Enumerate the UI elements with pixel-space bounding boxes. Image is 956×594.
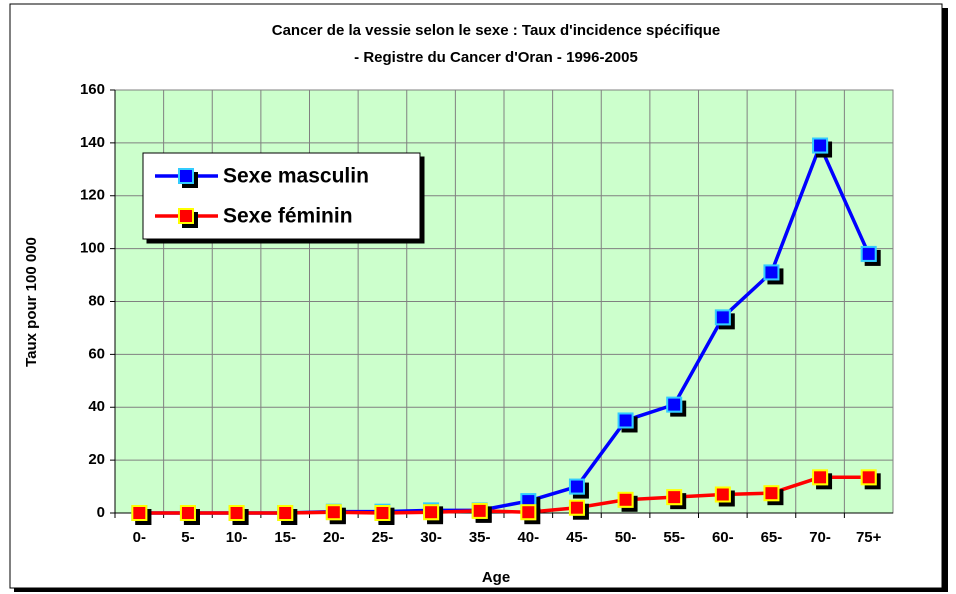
x-tick-label: 10- xyxy=(226,529,248,546)
y-axis-label: Taux pour 100 000 xyxy=(23,237,40,367)
marker xyxy=(568,499,585,516)
legend-box xyxy=(142,152,421,240)
marker xyxy=(131,505,148,521)
y-tick-label: 40 xyxy=(88,398,105,415)
x-tick-label: 20- xyxy=(323,529,345,546)
marker xyxy=(568,478,585,495)
chart-subtitle: - Registre du Cancer d'Oran - 1996-2005 xyxy=(354,49,638,66)
x-tick-label: 70- xyxy=(809,529,831,546)
chart-title: Cancer de la vessie selon le sexe : Taux… xyxy=(272,22,720,39)
y-tick-label: 140 xyxy=(80,134,105,151)
y-tick-label: 100 xyxy=(80,240,105,257)
y-tick-label: 80 xyxy=(88,292,105,309)
y-tick-label: 0 xyxy=(97,504,105,521)
marker xyxy=(714,486,731,503)
x-tick-label: 45- xyxy=(566,529,588,546)
x-tick-label: 60- xyxy=(712,529,734,546)
marker xyxy=(325,504,342,521)
marker xyxy=(228,505,245,521)
marker xyxy=(617,412,634,429)
marker xyxy=(763,264,780,281)
legend-marker xyxy=(178,208,194,224)
marker xyxy=(471,502,488,519)
x-tick-label: 75+ xyxy=(856,529,882,546)
x-tick-label: 40- xyxy=(517,529,539,546)
marker xyxy=(860,469,877,486)
marker xyxy=(714,309,731,326)
marker xyxy=(520,504,537,521)
marker xyxy=(860,245,877,262)
x-tick-label: 0- xyxy=(133,529,146,546)
x-tick-label: 30- xyxy=(420,529,442,546)
x-tick-label: 25- xyxy=(372,529,394,546)
x-tick-label: 15- xyxy=(274,529,296,546)
y-tick-label: 160 xyxy=(80,81,105,98)
y-tick-label: 20 xyxy=(88,451,105,468)
legend-label: Sexe féminin xyxy=(223,205,353,228)
marker xyxy=(763,485,780,502)
legend-marker xyxy=(178,168,194,184)
y-tick-label: 120 xyxy=(80,187,105,204)
marker xyxy=(812,137,829,154)
marker xyxy=(812,469,829,486)
marker xyxy=(423,504,440,521)
series-line xyxy=(139,475,869,515)
x-tick-label: 55- xyxy=(663,529,685,546)
marker xyxy=(666,396,683,413)
x-tick-label: 65- xyxy=(761,529,783,546)
legend-label: Sexe masculin xyxy=(223,165,369,188)
y-tick-label: 60 xyxy=(88,345,105,362)
marker xyxy=(617,491,634,508)
marker xyxy=(374,505,391,521)
marker xyxy=(277,505,294,521)
marker xyxy=(179,505,196,521)
x-tick-label: 5- xyxy=(181,529,194,546)
x-axis-label: Age xyxy=(482,569,510,586)
x-tick-label: 50- xyxy=(615,529,637,546)
x-tick-label: 35- xyxy=(469,529,491,546)
marker xyxy=(666,489,683,506)
